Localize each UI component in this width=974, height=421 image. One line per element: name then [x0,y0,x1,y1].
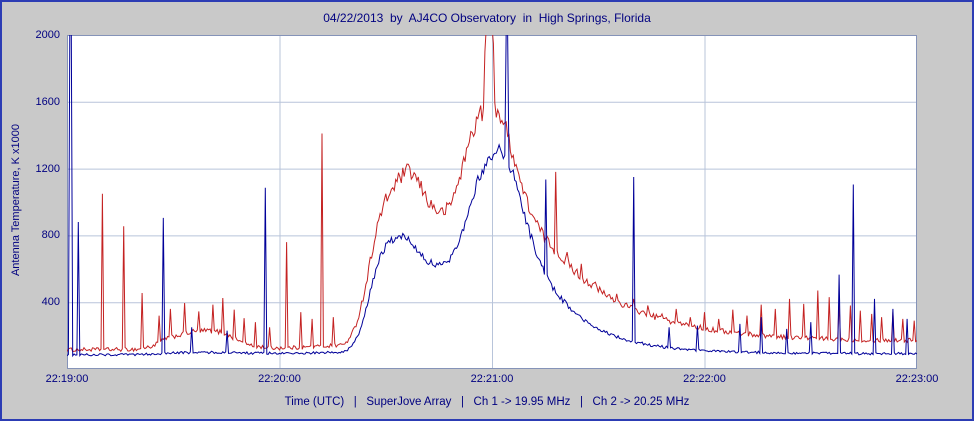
plot-area [67,35,917,369]
y-axis-label: Antenna Temperature, K x1000 [10,123,22,277]
x-tick-label: 22:23:00 [895,373,939,385]
y-tick-label: 1200 [35,162,60,175]
y-tick-label: 1600 [35,95,60,108]
y-tick-label: 800 [41,229,60,242]
x-tick-label: 22:22:00 [683,373,726,385]
y-tick-label: 2000 [35,29,60,41]
x-axis-caption: Time (UTC) | SuperJove Array | Ch 1 -> 1… [284,396,690,408]
x-tick-label: 22:19:00 [45,373,89,385]
plot-svg [67,35,917,369]
x-tick-label: 22:21:00 [470,373,514,385]
chart-title: 04/22/2013 by AJ4CO Observatory in High … [323,11,651,25]
plot-border [67,35,917,369]
ch2-trace [67,35,917,358]
x-tick-label: 22:20:00 [258,373,301,385]
y-tick-label: 400 [41,296,60,309]
ch1-trace [67,35,917,353]
